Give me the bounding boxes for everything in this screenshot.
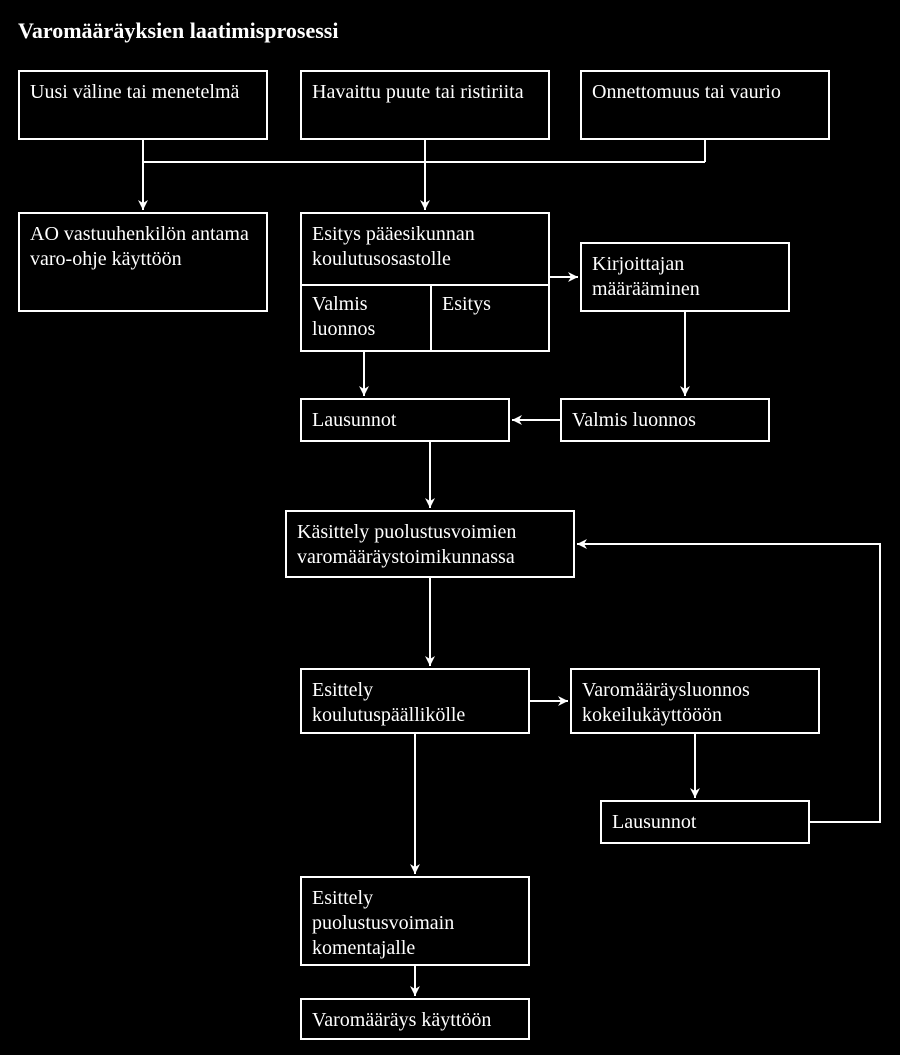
node-varomaaraysluonnos-kokeilu: Varomääräysluonnos kokeilukäyttööön xyxy=(570,668,820,734)
diagram-title: Varomääräyksien laatimisprosessi xyxy=(18,18,338,44)
node-esitys-sub: Esitys xyxy=(432,286,548,323)
node-kirjoittajan-maaraaminen: Kirjoittajan määrääminen xyxy=(580,242,790,312)
node-uusi-valine: Uusi väline tai menetelmä xyxy=(18,70,268,140)
node-esittely-koulutuspaallikolle: Esittely koulutuspäällikölle xyxy=(300,668,530,734)
node-ao-vastuuhenkilo: AO vastuuhenkilön antama varo-ohje käytt… xyxy=(18,212,268,312)
node-havaittu-puute: Havaittu puute tai ristiriita xyxy=(300,70,550,140)
node-esitys-paaesikunnan: Esitys pääesikunnan koulutusosastolle Va… xyxy=(300,212,550,352)
node-lausunnot-1: Lausunnot xyxy=(300,398,510,442)
node-valmis-luonnos-sub: Valmis luonnos xyxy=(302,286,430,348)
node-valmis-luonnos-2: Valmis luonnos xyxy=(560,398,770,442)
node-varomaarays-kayttoon: Varomääräys käyttöön xyxy=(300,998,530,1040)
node-kasittely-toimikunnassa: Käsittely puolustusvoimien varomääräysto… xyxy=(285,510,575,578)
node-onnettomuus: Onnettomuus tai vaurio xyxy=(580,70,830,140)
node-esitys-paaesikunnan-label: Esitys pääesikunnan koulutusosastolle xyxy=(302,214,548,276)
node-esittely-komentajalle: Esittely puolustusvoimain komentajalle xyxy=(300,876,530,966)
node-lausunnot-2: Lausunnot xyxy=(600,800,810,844)
